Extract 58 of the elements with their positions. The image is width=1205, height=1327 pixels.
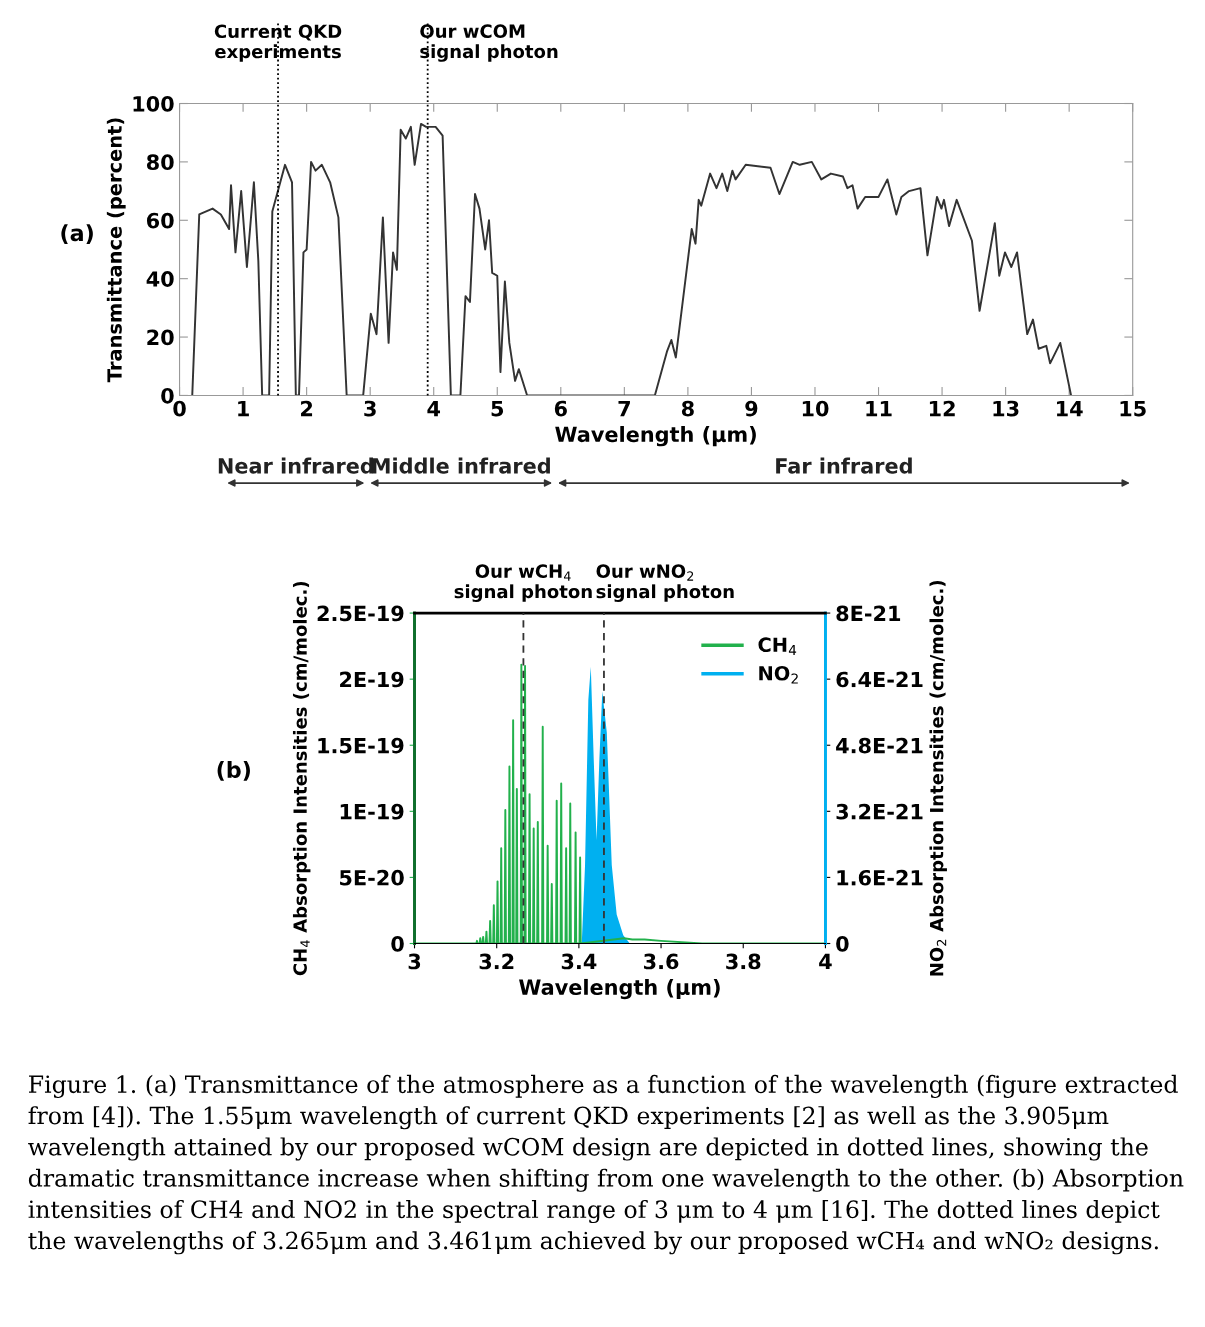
y-tick-label: 40 (146, 271, 174, 287)
x-tick-label: 4 (427, 400, 441, 417)
y2-tick-label: 4.8E-21 (836, 737, 923, 754)
caption: Figure 1. (a) Transmittance of the atmosphere as a function of the wavelength (figure extracted from [4]). The 1.55μm wavelength of current QKD experiments [2] as well as the 3.905μm wavelength attained by our proposed wCOM design are depicted in dotted lines, showing the dramatic transmittance increase when shifting from one wavelength to the other. (b) Absorption intensities of CH4 and NO2 in the spectral range of 3 μm to 4 μm [16]. The dotted lines depict the wavelengths of 3.265μm and 3.461μm achieved by our proposed wCH₄ and wNO₂ designs. (28, 1074, 1184, 1255)
y2-tick-label: 0 (836, 935, 849, 952)
ref-line-label: Current QKD experiments (214, 24, 342, 62)
x-tick-label: 8 (681, 400, 694, 417)
x-tick-label: 13 (993, 400, 1019, 417)
y-tick-label: 5E-20 (340, 869, 404, 886)
x-tick-label: 12 (929, 400, 955, 417)
x-tick-label: 9 (745, 400, 758, 417)
x-tick-label: 14 (1057, 400, 1083, 417)
x-axis-title: Wavelength (μm) (555, 426, 756, 447)
x-tick-label: 3.2 (479, 953, 514, 970)
text: Far infrared (776, 457, 912, 474)
x-tick-label: 4 (819, 953, 832, 970)
x-tick-label: 0 (173, 400, 186, 417)
y-tick-label: 1E-19 (340, 803, 404, 820)
x-tick-label: 11 (866, 400, 892, 417)
legend-label: NO$_{2}$ (759, 665, 798, 684)
y-tick-label: 20 (147, 329, 174, 346)
x-tick-label: 3 (408, 953, 421, 970)
x-tick-label: 3.6 (644, 953, 679, 970)
x-tick-label: 2 (301, 400, 313, 417)
ref-line-label: Our wCOM signal photon (420, 24, 558, 62)
y2-tick-label: 3.2E-21 (836, 803, 923, 820)
legend-label: CH$_{4}$ (758, 637, 797, 655)
text: (a) (61, 224, 93, 244)
y-tick-label: 0 (391, 935, 404, 952)
y2-tick-label: 8E-21 (836, 605, 901, 622)
ref-line-label: Our wNO$_{2}$ signal photon (596, 564, 734, 602)
x-tick-label: 7 (618, 400, 630, 417)
y-tick-label: 0 (161, 387, 174, 404)
y-tick-label: 60 (146, 212, 174, 229)
x-tick-label: 10 (802, 400, 829, 417)
y-tick-label: 1.5E-19 (318, 737, 404, 754)
y-tick-label: 2.5E-19 (317, 605, 404, 622)
x-tick-label: 3 (364, 400, 376, 417)
y2-tick-label: 1.6E-21 (837, 869, 923, 886)
text: Near infrared (218, 457, 373, 474)
y-axis-title: Transmittance (percent) (106, 118, 126, 383)
x-tick-label: 3.8 (726, 953, 761, 970)
line-series (191, 122, 1073, 396)
text: Middle infrared (372, 457, 550, 474)
x-tick-label: 1 (238, 400, 249, 417)
y-tick-label: 100 (133, 95, 174, 112)
y2-tick-label: 6.4E-21 (836, 671, 923, 688)
x-tick-label: 15 (1120, 400, 1146, 417)
x-tick-label: 6 (554, 400, 567, 417)
y-tick-label: 80 (146, 154, 174, 171)
y2-axis-title: NO$_{2}$ Absorption Intensities (cm/molec.) (929, 580, 947, 976)
x-tick-label: 3.4 (561, 953, 597, 970)
y-tick-label: 2E-19 (340, 671, 404, 688)
x-axis-title: Wavelength (μm) (519, 978, 720, 1000)
x-tick-label: 5 (491, 400, 504, 417)
y-axis-title: CH$_{4}$ Absorption Intensities (cm/molec.) (292, 581, 311, 976)
text: (b) (217, 760, 250, 781)
ref-line-label: Our wCH$_{4}$ signal photon (454, 564, 592, 602)
